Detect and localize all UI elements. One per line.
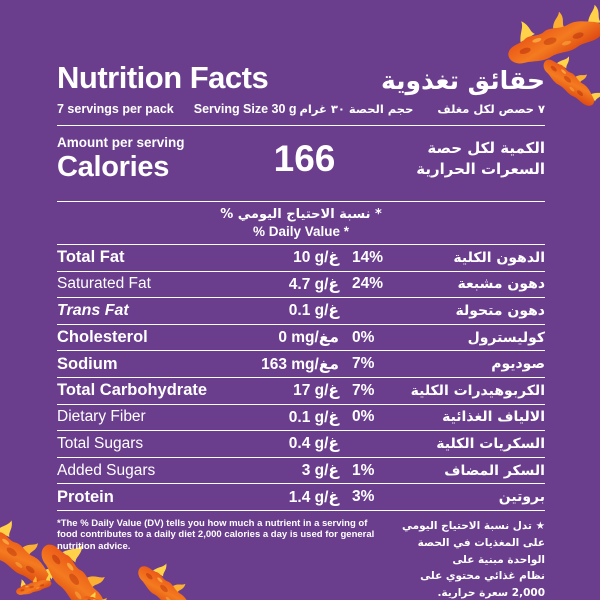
calories-label-arabic: السعرات الحرارية	[416, 159, 545, 178]
label-content: Nutrition Facts حقائق تغذوية 7 servings …	[57, 0, 545, 600]
serving-info-arabic: ٧ حصص لكل مغلف حجم الحصة ٣٠ غرام	[299, 102, 545, 116]
header: Nutrition Facts حقائق تغذوية	[57, 62, 545, 93]
nutrient-row-added-sugars: Added Sugars 3 g/غ 1% السكر المضاف	[57, 458, 545, 485]
nutrient-name-arabic: صوديوم	[491, 356, 545, 373]
nutrient-name: Dietary Fiber	[57, 408, 146, 426]
footnote-english: *The % Daily Value (DV) tells you how mu…	[57, 517, 375, 552]
footnote-arabic-line1: ★ تدل نسبة الاحتياج اليومي على المغذيات …	[401, 519, 545, 566]
nutrient-daily-value: 0%	[352, 328, 375, 346]
nutrient-row-sodium: Sodium 163 mg/مغ 7% صوديوم	[57, 351, 545, 378]
nutrient-row-dietary-fiber: Dietary Fiber 0.1 g/غ 0% الالياف الغذائي…	[57, 405, 545, 432]
nutrient-daily-value: 0%	[352, 408, 375, 426]
nutrient-name-arabic: كوليسترول	[467, 329, 545, 346]
nutrient-name-arabic: دهون متحولة	[455, 302, 546, 319]
servings-per-pack-arabic: ٧ حصص لكل مغلف	[437, 102, 545, 116]
amount-per-serving-label: Amount per serving	[57, 135, 185, 150]
servings-per-pack: 7 servings per pack	[57, 102, 174, 116]
nutrient-daily-value: 7%	[352, 355, 375, 373]
calories-value: 166	[273, 137, 336, 179]
divider	[57, 201, 545, 202]
nutrient-daily-value: 3%	[352, 488, 375, 506]
nutrient-name: Trans Fat	[57, 301, 129, 319]
nutrient-row-saturated-fat: Saturated Fat 4.7 g/غ 24% دهون مشبعة	[57, 272, 545, 299]
nutrient-name-arabic: السكر المضاف	[444, 462, 545, 479]
nutrient-amount: 4.7 g/غ	[288, 275, 339, 293]
nutrient-amount: 0.4 g/غ	[288, 435, 339, 453]
nutrient-amount: 1.4 g/غ	[288, 488, 339, 506]
divider	[57, 125, 545, 126]
nutrient-row-total-fat: Total Fat 10 g/غ 14% الدهون الكلية	[57, 245, 545, 272]
nutrient-row-protein: Protein 1.4 g/غ 3% بروتين	[57, 484, 545, 511]
nutrient-row-total-sugars: Total Sugars 0.4 g/غ السكريات الكلية	[57, 431, 545, 458]
nutrient-amount: 10 g/غ	[293, 249, 339, 267]
nutrient-amount: 0.1 g/غ	[288, 408, 339, 426]
daily-value-header-arabic: * نسبة الاحتياج اليومي %	[220, 207, 382, 222]
daily-value-header-english: % Daily Value *	[252, 224, 350, 239]
footnote-arabic: ★ تدل نسبة الاحتياج اليومي على المغذيات …	[387, 518, 545, 600]
serving-info-english: 7 servings per pack Serving Size 30 g	[57, 102, 297, 116]
nutrient-name: Cholesterol	[57, 328, 148, 347]
serving-size: Serving Size 30 g	[193, 102, 297, 116]
calories-label: Calories	[57, 151, 170, 183]
nutrient-amount: 0.1 g/غ	[288, 302, 339, 320]
nutrient-row-cholesterol: Cholesterol 0 mg/مغ 0% كوليسترول	[57, 325, 545, 352]
nutrient-name-arabic: بروتين	[498, 489, 545, 506]
nutrient-name: Sodium	[57, 354, 118, 373]
nutrient-amount: 3 g/غ	[301, 462, 339, 480]
nutrient-name: Total Carbohydrate	[57, 381, 208, 400]
nutrient-table: Total Fat 10 g/غ 14% الدهون الكلية Satur…	[57, 244, 545, 511]
footnote: *The % Daily Value (DV) tells you how mu…	[57, 518, 545, 600]
serving-info: 7 servings per pack Serving Size 30 g ٧ …	[57, 102, 545, 116]
calories-section: Amount per serving Calories 166 الكمية ل…	[57, 126, 545, 192]
serving-size-arabic: حجم الحصة ٣٠ غرام	[299, 102, 414, 116]
nutrient-name: Added Sugars	[57, 461, 156, 479]
nutrient-name: Total Fat	[57, 248, 125, 267]
nutrient-daily-value: 1%	[352, 461, 375, 479]
calories-left: Amount per serving Calories	[57, 135, 232, 182]
nutrient-name-arabic: الالياف الغذائية	[442, 409, 545, 426]
nutrient-daily-value: 14%	[352, 248, 384, 266]
nutrient-daily-value: 7%	[352, 381, 375, 399]
nutrient-name: Total Sugars	[57, 434, 144, 452]
nutrient-daily-value: 24%	[352, 275, 384, 293]
nutrient-amount: 163 mg/مغ	[261, 355, 339, 373]
title-english: Nutrition Facts	[57, 60, 269, 95]
calories-arabic: الكمية لكل حصة السعرات الحرارية	[377, 138, 545, 179]
nutrient-row-total-carbohydrate: Total Carbohydrate 17 g/غ 7% الكربوهيدرا…	[57, 378, 545, 405]
amount-per-serving-label-arabic: الكمية لكل حصة	[427, 139, 545, 158]
nutrient-name-arabic: الكربوهيدرات الكلية	[410, 382, 545, 399]
nutrient-name-arabic: الدهون الكلية	[453, 249, 545, 266]
nutrient-name-arabic: دهون مشبعة	[457, 276, 545, 293]
nutrient-amount: 0 mg/مغ	[278, 329, 339, 347]
nutrient-row-trans-fat: Trans Fat 0.1 g/غ دهون متحولة	[57, 298, 545, 325]
nutrient-amount: 17 g/غ	[293, 382, 339, 400]
title-arabic: حقائق تغذوية	[380, 66, 545, 95]
nutrient-name: Protein	[57, 487, 114, 506]
footnote-arabic-line2: نظام غذائي محتوي على 2,000 سعرة حرارية.	[420, 570, 545, 600]
nutrient-name: Saturated Fat	[57, 275, 151, 293]
nutrient-name-arabic: السكريات الكلية	[436, 435, 545, 452]
